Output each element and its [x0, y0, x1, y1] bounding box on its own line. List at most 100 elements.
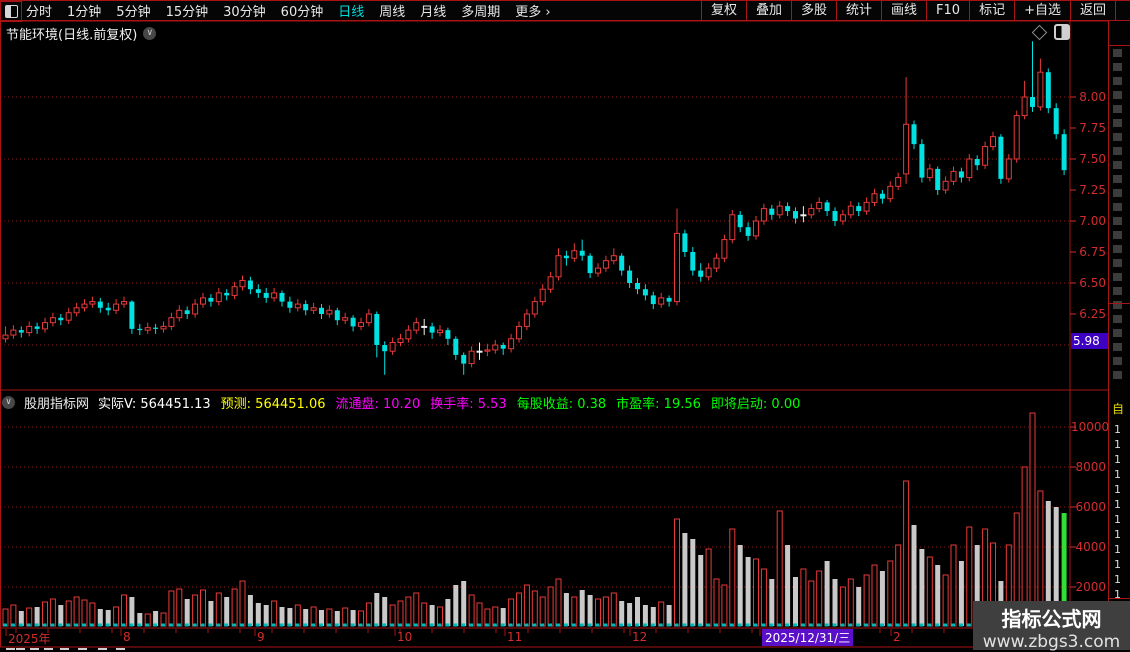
window-panel-toggle-button[interactable]	[0, 1, 22, 22]
truncated-vertical-text	[1113, 371, 1122, 379]
date-axis-label: 8	[123, 630, 131, 644]
date-axis-label: 10	[397, 630, 413, 644]
price-tick-label: 7.50	[1079, 152, 1106, 166]
toolbar-action-1[interactable]: 叠加	[745, 1, 791, 20]
truncated-vertical-text	[1113, 357, 1122, 365]
truncated-vertical-text	[1113, 63, 1122, 71]
truncated-vertical-text	[1113, 329, 1122, 337]
date-axis-label: 2025/12/31/三	[762, 629, 854, 646]
toolbar-action-5[interactable]: F10	[926, 1, 969, 20]
indicator-field-4: 每股收益: 0.38	[516, 396, 607, 412]
period-tab-5[interactable]: 60分钟	[280, 5, 324, 20]
indicator-collapse-icon[interactable]: ∨	[2, 395, 15, 409]
strip-digit: 1	[1114, 423, 1121, 436]
date-axis-label: 2025年	[8, 632, 51, 646]
indicator-field-3: 换手率: 5.53	[430, 396, 507, 412]
truncated-vertical-text	[1113, 287, 1122, 295]
split-panel-icon[interactable]	[1054, 24, 1070, 40]
period-tab-8[interactable]: 月线	[420, 5, 447, 20]
price-tick-label: 6.25	[1079, 307, 1106, 321]
period-tab-0[interactable]: 分时	[26, 5, 53, 20]
truncated-vertical-text	[1113, 217, 1122, 225]
price-tick-label: 7.75	[1079, 121, 1106, 135]
volume-tick-label: 2000	[1075, 580, 1106, 594]
toolbar-action-6[interactable]: 标记	[969, 1, 1014, 20]
volume-tick-label: 6000	[1075, 500, 1106, 514]
period-tab-2[interactable]: 5分钟	[116, 5, 151, 20]
truncated-vertical-text	[1113, 245, 1122, 253]
right-side-panel-strip[interactable]: 自1111111111111	[1108, 21, 1130, 650]
watermark: 指标公式网 www.zbgs3.com	[973, 601, 1130, 652]
strip-digit: 1	[1114, 543, 1121, 556]
diamond-marker-icon[interactable]	[1031, 24, 1048, 40]
truncated-vertical-text	[1113, 105, 1122, 113]
period-tab-6[interactable]: 日线	[338, 5, 365, 20]
period-tab-10[interactable]: 更多 ›	[515, 5, 551, 20]
indicator-field-6: 即将启动: 0.00	[710, 396, 801, 412]
strip-digit: 1	[1114, 453, 1121, 466]
watermark-url: www.zbgs3.com	[982, 632, 1121, 652]
date-axis-label: 11	[507, 630, 523, 644]
top-toolbar: 分时 1分钟 5分钟 15分钟 30分钟 60分钟 日线 周线 月线 多周期 更多 › 复权 叠加 多股…	[0, 0, 1130, 22]
period-tab-7[interactable]: 周线	[379, 5, 406, 20]
truncated-vertical-text	[1113, 259, 1122, 267]
strip-digit: 1	[1114, 438, 1121, 451]
truncated-vertical-text	[1113, 77, 1122, 85]
period-tab-1[interactable]: 1分钟	[67, 5, 102, 20]
truncated-vertical-text	[1113, 91, 1122, 99]
price-tick-label: 7.00	[1079, 214, 1106, 228]
period-tab-3[interactable]: 15分钟	[165, 5, 209, 20]
chart-header: 节能环境(日线.前复权) ∨	[6, 24, 157, 43]
current-price-tag: 5.98	[1071, 333, 1108, 349]
chevron-down-icon[interactable]: ∨	[143, 27, 157, 40]
strip-digit: 1	[1114, 498, 1121, 511]
toolbar-action-4[interactable]: 画线	[881, 1, 926, 20]
watermark-title: 指标公式网	[1001, 607, 1102, 631]
indicator-status-bar: ∨ 股朋指标网 实际V: 564451.13 预测: 564451.06 流通盘: …	[2, 393, 801, 412]
indicator-field-5: 市盈率: 19.56	[616, 396, 701, 412]
strip-digit: 1	[1114, 483, 1121, 496]
truncated-vertical-text	[1113, 273, 1122, 281]
indicator-field-1: 预测: 564451.06	[220, 396, 326, 412]
indicator-source-label: 股朋指标网	[24, 396, 90, 412]
period-tab-4[interactable]: 30分钟	[223, 5, 266, 20]
date-axis-label: 9	[257, 630, 265, 644]
toolbar-actions: 复权 叠加 多股 统计 画线 F10 标记 +自选 返回	[700, 1, 1116, 20]
period-tabs: 分时 1分钟 5分钟 15分钟 30分钟 60分钟 日线 周线 月线 多周期 更多 ›	[26, 1, 551, 20]
truncated-vertical-text	[1113, 315, 1122, 323]
truncated-vertical-text	[1113, 301, 1122, 309]
price-tick-label: 6.50	[1079, 276, 1106, 290]
truncated-vertical-text	[1113, 189, 1122, 197]
volume-tick-label: 10000	[1071, 420, 1110, 434]
strip-digit: 1	[1114, 513, 1121, 526]
truncated-vertical-text	[1113, 119, 1122, 127]
indicator-field-2: 流通盘: 10.20	[335, 396, 421, 412]
toolbar-action-2[interactable]: 多股	[790, 1, 836, 20]
truncated-vertical-text	[1113, 161, 1122, 169]
strip-digit: 1	[1114, 528, 1121, 541]
strip-divider	[1109, 303, 1130, 304]
date-axis-label: 12	[632, 630, 648, 644]
toolbar-action-7[interactable]: +自选	[1014, 1, 1070, 20]
strip-partial-char: 自	[1112, 402, 1125, 416]
truncated-vertical-text	[1113, 133, 1122, 141]
price-tick-label: 8.00	[1079, 90, 1106, 104]
price-tick-label: 6.75	[1079, 245, 1106, 259]
truncated-vertical-text	[1113, 49, 1122, 57]
truncated-vertical-text	[1113, 175, 1122, 183]
indicator-field-0: 实际V: 564451.13	[98, 396, 211, 412]
volume-tick-label: 4000	[1075, 540, 1106, 554]
date-axis: 2025年 8 9 10 11 12 2025/12/31/三 2	[0, 629, 1130, 647]
truncated-vertical-text	[1113, 203, 1122, 211]
toolbar-action-3[interactable]: 统计	[836, 1, 881, 20]
strip-divider	[1109, 598, 1130, 599]
strip-divider	[1109, 45, 1130, 46]
strip-digit: 1	[1114, 468, 1121, 481]
strip-digit: 1	[1114, 558, 1121, 571]
toolbar-action-8[interactable]: 返回	[1069, 1, 1116, 20]
period-tab-9[interactable]: 多周期	[461, 5, 501, 20]
strip-digit: 1	[1114, 588, 1121, 601]
toolbar-action-0[interactable]: 复权	[700, 1, 746, 20]
chart-corner-icons	[1031, 24, 1070, 40]
